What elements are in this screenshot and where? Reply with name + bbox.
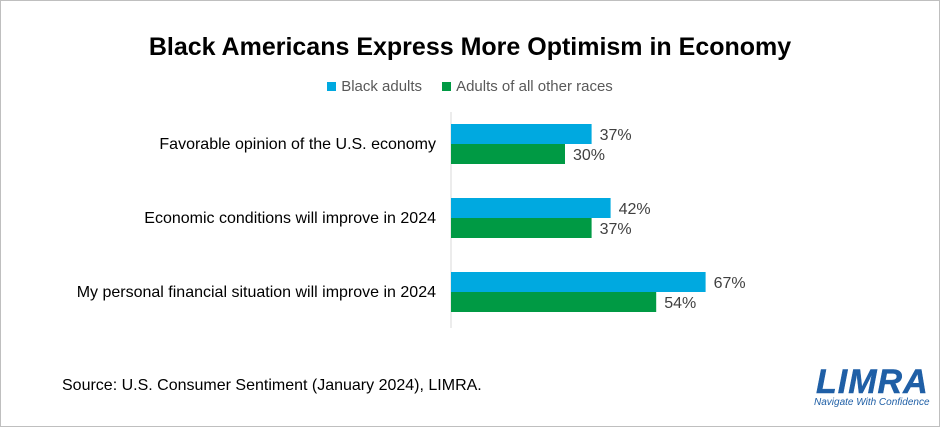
limra-logo: LIMRA Navigate With Confidence [808,363,930,416]
limra-logo-wordmark: LIMRA [816,363,929,402]
legend-label-black-adults: Black adults [341,78,423,95]
legend-swatch-other-races [442,82,452,91]
limra-logo-tagline: Navigate With Confidence [814,397,930,408]
legend-swatch-black-adults [327,82,337,91]
legend-item-other-races: Adults of all other races [442,78,613,95]
legend-label-other-races: Adults of all other races [456,78,613,95]
chart-title: Black Americans Express More Optimism in… [148,33,792,61]
source-note: Source: U.S. Consumer Sentiment (January… [62,377,482,394]
chart-legend: Black adults Adults of all other races [0,78,940,95]
legend-item-black-adults: Black adults [327,78,422,95]
